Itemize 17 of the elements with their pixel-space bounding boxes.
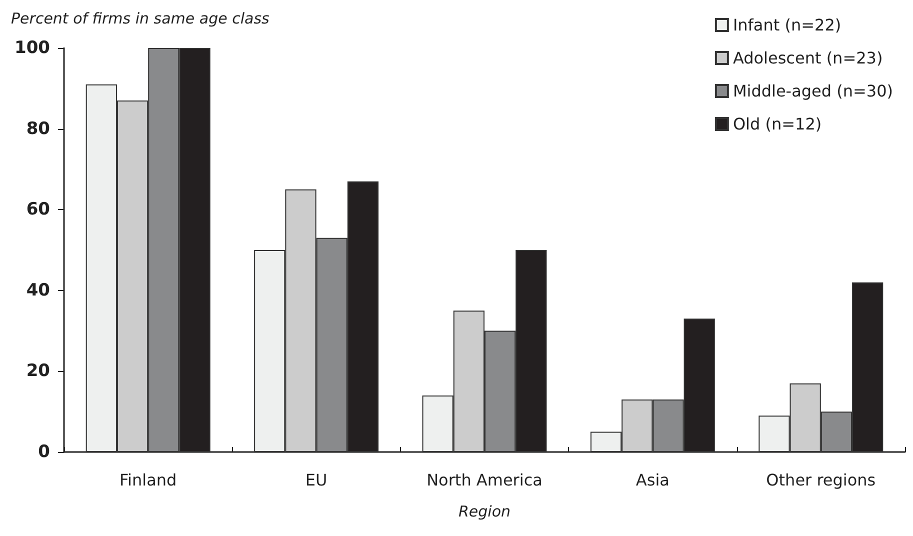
x-axis-title: Region	[458, 502, 511, 520]
x-tick-label: Asia	[636, 470, 670, 490]
y-axis-title: Percent of firms in same age class	[11, 10, 270, 28]
legend-label: Old (n=12)	[732, 114, 822, 134]
x-tick-label: Other regions	[766, 470, 876, 490]
y-tick-label: 0	[38, 442, 50, 462]
y-tick-label: 40	[26, 280, 50, 300]
legend-label: Adolescent (n=23)	[732, 48, 883, 68]
x-tick-label: EU	[305, 470, 328, 490]
y-tick-label: 100	[14, 38, 50, 58]
y-tick-label: 60	[26, 200, 50, 220]
x-tick-label: North America	[426, 470, 542, 490]
x-tick-label: Finland	[120, 470, 177, 490]
y-tick-label: 80	[26, 118, 50, 139]
legend-label: Infant (n=22)	[732, 16, 842, 34]
y-tick-label: 20	[26, 361, 50, 382]
legend-label: Middle-aged (n=30)	[732, 82, 893, 100]
